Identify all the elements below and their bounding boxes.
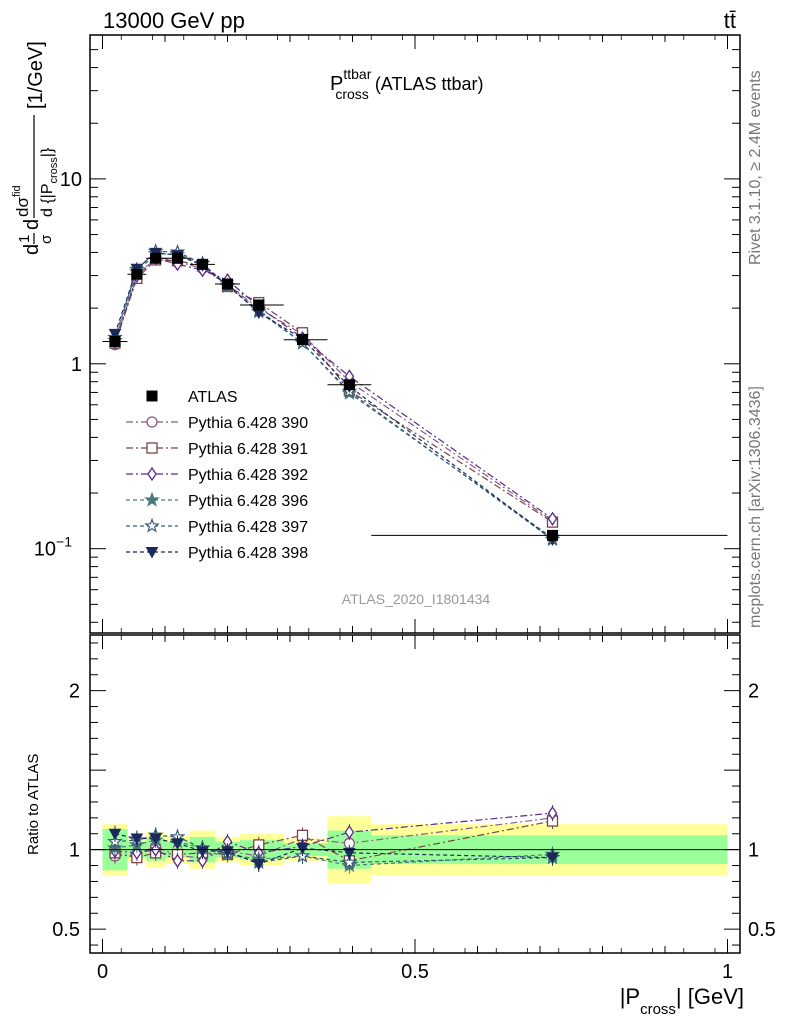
x-tick-label: 0	[97, 961, 108, 983]
legend-label: Pythia 6.428 396	[188, 493, 308, 510]
y-tick-label-ratio-left: 1	[69, 840, 80, 862]
legend-label: ATLAS	[188, 389, 238, 406]
legend-label: Pythia 6.428 391	[188, 441, 308, 458]
series-point-ratio	[130, 833, 144, 846]
y-axis-label-ratio: Ratio to ATLAS	[25, 754, 42, 855]
y-tick-label-ratio-left: 0.5	[52, 919, 80, 941]
atlas-data-point	[131, 268, 143, 280]
rivet-label: Rivet 3.1.10, ≥ 2.4M events	[747, 70, 764, 265]
main-series-layer	[102, 243, 728, 547]
axis-ticks	[89, 34, 740, 953]
series-line-main-1	[114, 259, 553, 523]
legend-label: Pythia 6.428 390	[188, 415, 308, 432]
series-point-main	[108, 328, 122, 341]
atlas-data-point	[297, 334, 308, 346]
svg-text:[1/GeV]: [1/GeV]	[25, 41, 47, 109]
y-tick-label-ratio-left: 2	[69, 681, 80, 703]
series-line-main-0	[114, 256, 553, 522]
series-line-ratio-5	[114, 833, 553, 865]
series-line-main-3	[114, 252, 553, 539]
legend-marker	[146, 442, 158, 454]
series-point-ratio	[341, 854, 358, 870]
y-tick-label-main: 10	[60, 169, 82, 191]
svg-text:d {|Pcross|}: d {|Pcross|}	[39, 147, 60, 217]
series-point-ratio	[172, 853, 183, 868]
y-tick-label-ratio-right: 1	[748, 840, 759, 862]
y-tick-label-ratio-right: 0.5	[748, 919, 776, 941]
legend-marker	[146, 390, 158, 402]
legend-marker	[147, 466, 157, 482]
series-point-ratio	[108, 828, 122, 841]
atlas-data-point	[197, 258, 208, 270]
legend-label: Pythia 6.428 397	[188, 519, 308, 536]
series-point-ratio	[252, 858, 266, 871]
series-point-ratio	[171, 838, 184, 850]
atlas-data-point	[222, 278, 233, 290]
series-point-ratio	[149, 833, 162, 846]
process-label: tt̄	[724, 8, 736, 33]
atlas-data-point	[172, 252, 183, 264]
y-tick-label-ratio-right: 2	[748, 681, 759, 703]
legend-label: Pythia 6.428 392	[188, 467, 308, 484]
series-line-ratio-4	[114, 834, 553, 864]
svg-text:1: 1	[16, 235, 33, 243]
legend-marker	[144, 491, 160, 507]
energy-label: 13000 GeV pp	[103, 8, 245, 33]
atlas-data-point	[253, 299, 265, 311]
legend-marker	[144, 517, 160, 533]
main-panel-frame	[89, 34, 741, 634]
legend: ATLAS Pythia 6.428 390 Pythia 6.428 391 Pyt…	[126, 389, 308, 562]
series-point-ratio	[546, 852, 559, 865]
x-axis-label: |Pcross| [GeV]	[620, 984, 744, 1018]
mcplots-label: mcplots.cern.ch [arXiv:1306.3436]	[747, 386, 764, 628]
series-line-ratio-1	[114, 820, 553, 862]
atlas-data-point	[109, 335, 121, 347]
chart-title: Pttbar cross (ATLAS ttbar)	[330, 66, 484, 102]
y-tick-label-main: 1	[71, 354, 82, 376]
series-point-main	[547, 511, 558, 526]
atlas-data-point	[547, 529, 558, 541]
analysis-tag: ATLAS_2020_I1801434	[342, 591, 491, 607]
y-tick-label-main: 10−1	[34, 534, 72, 561]
atlas-data-point	[343, 379, 355, 391]
svg-text:dσfid: dσfid	[11, 185, 32, 217]
series-point-ratio	[343, 847, 356, 860]
series-line-ratio-2	[114, 812, 553, 862]
x-tick-label: 0.5	[401, 961, 429, 983]
legend-marker	[145, 547, 159, 559]
y-axis-label-main: d 1 σ d dσfid d {|Pcross|} [1/GeV]	[11, 41, 60, 255]
axis-tick-labels: 0 0.5 1 10−1 1 10 0.5 0.5 1 1 2 2	[34, 169, 776, 983]
series-point-ratio	[547, 805, 558, 821]
series-line-main-5	[114, 252, 553, 540]
series-line-ratio-3	[114, 839, 553, 867]
svg-text:d: d	[21, 244, 43, 255]
series-line-ratio-0	[114, 817, 553, 859]
ratio-series-layer	[107, 805, 561, 874]
legend-label: Pythia 6.428 398	[188, 545, 308, 562]
series-point-ratio	[344, 824, 355, 840]
svg-text:d: d	[21, 219, 43, 230]
series-line-main-4	[114, 250, 553, 540]
ratio-panel-frame	[89, 634, 741, 954]
x-tick-label: 1	[722, 961, 733, 983]
series-line-main-2	[114, 257, 553, 520]
legend-marker	[146, 416, 158, 428]
series-point-ratio	[197, 853, 208, 868]
series-point-ratio	[296, 843, 309, 855]
svg-text:σ: σ	[38, 234, 55, 244]
atlas-data-point	[150, 252, 162, 264]
